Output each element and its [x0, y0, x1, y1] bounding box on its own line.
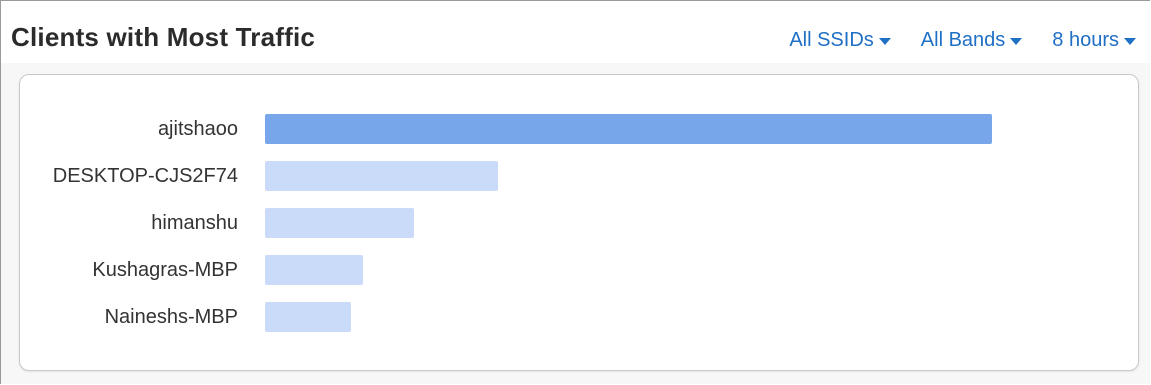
- bar-row[interactable]: himanshu: [20, 208, 1138, 238]
- traffic-bar[interactable]: [265, 208, 414, 238]
- band-filter-label: All Bands: [920, 29, 1006, 51]
- traffic-chart: ajitshaoo DESKTOP-CJS2F74 himanshu Kushagra…: [19, 74, 1139, 371]
- client-name-label: Kushagras-MBP: [92, 259, 238, 281]
- client-name-label: Naineshs-MBP: [104, 306, 238, 328]
- client-name-label: DESKTOP-CJS2F74: [52, 165, 238, 187]
- client-name-label: himanshu: [151, 212, 238, 234]
- panel-title: Clients with Most Traffic: [11, 22, 316, 52]
- band-filter-dropdown[interactable]: All Bands: [921, 29, 1023, 52]
- traffic-bar[interactable]: [265, 255, 363, 285]
- time-range-label: 8 hours: [1052, 29, 1119, 51]
- bar-row[interactable]: ajitshaoo: [20, 114, 1138, 144]
- filter-bar: All SSIDs All Bands 8 hours: [789, 29, 1136, 52]
- bar-row[interactable]: Naineshs-MBP: [20, 302, 1138, 332]
- ssid-filter-label: All SSIDs: [789, 29, 874, 51]
- ssid-filter-dropdown[interactable]: All SSIDs: [789, 29, 891, 52]
- caret-down-icon: [1010, 38, 1023, 45]
- client-name-label: ajitshaoo: [157, 118, 238, 140]
- traffic-bar[interactable]: [265, 161, 498, 191]
- time-range-dropdown[interactable]: 8 hours: [1052, 29, 1136, 52]
- traffic-bar[interactable]: [265, 114, 992, 144]
- caret-down-icon: [878, 38, 891, 45]
- panel-header: Clients with Most Traffic All SSIDs All …: [1, 1, 1150, 63]
- bar-row[interactable]: DESKTOP-CJS2F74: [20, 161, 1138, 191]
- bar-row[interactable]: Kushagras-MBP: [20, 255, 1138, 285]
- traffic-bar[interactable]: [265, 302, 351, 332]
- caret-down-icon: [1124, 38, 1136, 45]
